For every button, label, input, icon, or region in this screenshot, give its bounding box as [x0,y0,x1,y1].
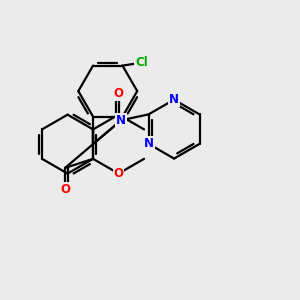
Text: N: N [144,137,154,150]
Text: N: N [169,93,179,106]
Text: N: N [116,114,126,127]
Text: O: O [114,167,124,180]
Text: Cl: Cl [135,56,148,69]
Text: O: O [60,183,70,196]
Text: O: O [114,87,124,100]
